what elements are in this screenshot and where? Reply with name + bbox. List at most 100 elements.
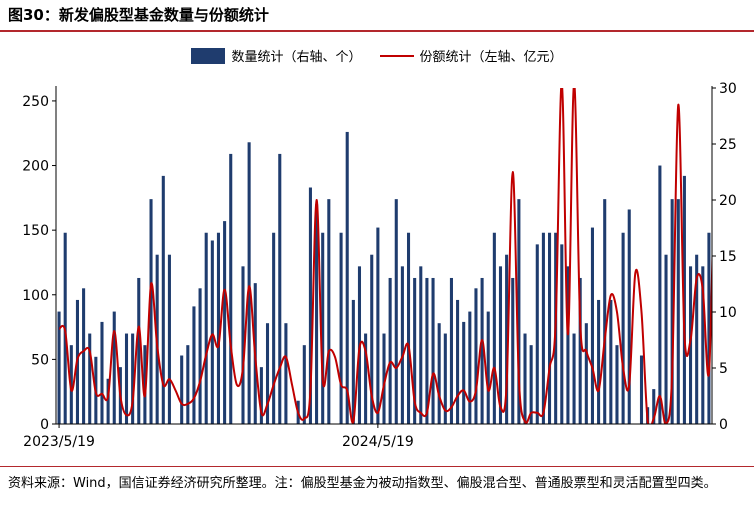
bar [664, 254, 668, 424]
left-tick-label: 200 [22, 159, 49, 175]
bar [247, 142, 251, 424]
bar [658, 165, 662, 425]
bar [229, 153, 233, 424]
right-tick-label: 10 [719, 305, 737, 321]
bar [456, 299, 460, 424]
bar [572, 333, 576, 424]
legend-item-count: 数量统计（右轴、个） [191, 46, 362, 65]
bar [308, 187, 312, 424]
bar [627, 209, 631, 424]
bar [560, 244, 564, 424]
bar [523, 333, 527, 424]
bar [376, 227, 380, 424]
bar [278, 153, 282, 424]
bar [284, 323, 288, 424]
bar [82, 288, 86, 424]
bar [345, 131, 349, 424]
bar [198, 288, 202, 424]
bar [498, 266, 503, 424]
left-tick-label: 150 [22, 223, 49, 239]
bar [682, 175, 686, 424]
bar [425, 277, 429, 424]
bar [100, 321, 104, 424]
bar [364, 333, 368, 424]
bar [223, 221, 227, 424]
bar [449, 277, 453, 424]
bar [327, 199, 331, 424]
bar [609, 299, 613, 424]
bar [621, 232, 625, 424]
bar [406, 232, 411, 424]
bar [413, 277, 417, 424]
legend-label-count: 数量统计（右轴、个） [231, 50, 362, 65]
bar [431, 277, 435, 424]
bar [578, 277, 582, 424]
bar [339, 232, 343, 424]
bar [597, 299, 601, 424]
bar [486, 311, 490, 424]
bar [400, 266, 404, 424]
bar [707, 232, 711, 424]
bar [388, 277, 392, 424]
bar [480, 277, 484, 424]
bar [272, 232, 276, 424]
bar [474, 288, 478, 424]
bar [302, 345, 306, 424]
bar [241, 266, 245, 424]
bar [259, 367, 263, 424]
bar [517, 199, 521, 424]
right-tick-label: 0 [719, 417, 728, 433]
legend-line-swatch [379, 54, 414, 57]
bar [492, 232, 496, 424]
bar [676, 199, 680, 424]
title-rule [0, 30, 754, 32]
bar [584, 323, 588, 424]
right-tick-label: 30 [719, 81, 737, 97]
bar [137, 277, 141, 424]
bar [511, 277, 515, 424]
share-series-line [58, 88, 712, 424]
bar [437, 323, 441, 424]
source-note: 资料来源：Wind，国信证券经济研究所整理。注：偏股型基金为被动指数型、偏股混合… [8, 476, 717, 491]
bar [548, 232, 552, 424]
x-tick-label: 2023/5/19 [23, 434, 95, 450]
bar [468, 311, 472, 424]
bar [652, 389, 656, 424]
bar [603, 199, 607, 424]
bar [695, 254, 699, 424]
bar [701, 266, 705, 424]
left-tick-label: 50 [31, 352, 49, 368]
bar [443, 333, 447, 424]
legend-item-share: 份额统计（左轴、亿元） [379, 46, 563, 65]
bar [462, 321, 466, 424]
bar [57, 311, 61, 424]
bar [382, 333, 386, 424]
bar [88, 333, 92, 424]
bar [124, 333, 129, 424]
right-tick-label: 5 [719, 361, 728, 377]
bar [265, 323, 270, 424]
bar [615, 345, 619, 424]
bar [69, 345, 73, 424]
bar [394, 199, 398, 424]
bar [419, 266, 423, 424]
bar [505, 254, 509, 424]
bar [112, 311, 116, 424]
figure-title: 图30：新发偏股型基金数量与份额统计 [8, 6, 269, 24]
legend-label-share: 份额统计（左轴、亿元） [419, 50, 563, 65]
bar [566, 266, 570, 424]
left-tick-label: 0 [40, 417, 49, 433]
bar [186, 345, 190, 424]
source-rule [0, 466, 754, 467]
left-tick-label: 100 [22, 288, 49, 304]
bar [529, 345, 533, 424]
bar [321, 232, 325, 424]
chart-legend: 数量统计（右轴、个） 份额统计（左轴、亿元） [0, 46, 754, 65]
chart-canvas: 0 50 100 150 200 250 0 5 10 15 20 25 30 2023/5/19 2024… [22, 81, 737, 450]
right-tick-label: 20 [719, 193, 737, 209]
bar [106, 378, 110, 424]
bar [167, 254, 171, 424]
bar [131, 333, 135, 424]
right-tick-label: 25 [719, 137, 737, 153]
right-tick-label: 15 [719, 249, 737, 265]
